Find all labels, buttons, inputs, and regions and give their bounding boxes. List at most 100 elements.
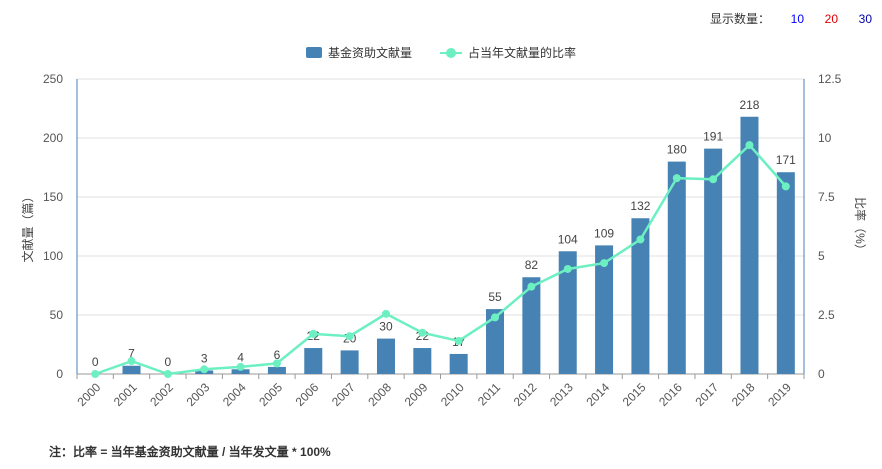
bar	[413, 348, 432, 374]
ratio-point	[636, 235, 645, 244]
bar	[631, 218, 650, 374]
ratio-point	[163, 370, 172, 378]
legend-label-ratio: 占当年文献量的比率	[468, 46, 577, 60]
y-tick-label: 150	[43, 190, 63, 204]
x-tick-label: 2019	[765, 380, 794, 409]
x-tick-label: 2013	[547, 380, 576, 409]
ratio-point	[418, 328, 427, 337]
bar-value-label: 132	[630, 199, 650, 213]
bar-value-label: 30	[379, 320, 393, 334]
bar-value-label: 0	[165, 355, 172, 369]
y-right-axis-title: 比率（%）	[853, 197, 868, 256]
x-tick-label: 2002	[147, 380, 176, 409]
x-tick-label: 2015	[620, 380, 649, 409]
y-right-tick-label: 7.5	[818, 190, 835, 204]
bar-value-label: 3	[201, 351, 208, 365]
bar-value-label: 104	[558, 232, 578, 246]
legend-item-funded-count[interactable]: 基金资助文献量	[305, 44, 412, 61]
legend-line-swatch-icon	[440, 47, 462, 58]
display-count-selector: 显示数量： 10 20 30	[710, 10, 872, 27]
bar-value-label: 191	[703, 130, 723, 144]
display-count-option-30[interactable]: 30	[858, 12, 872, 26]
y-right-tick-label: 12.5	[818, 72, 842, 86]
x-tick-label: 2012	[511, 380, 540, 409]
ratio-point	[672, 174, 681, 183]
y-tick-label: 50	[50, 308, 64, 322]
bar	[267, 366, 286, 374]
bar-value-label: 82	[525, 258, 539, 272]
x-tick-label: 2003	[184, 380, 213, 409]
display-count-option-10[interactable]: 10	[790, 12, 804, 26]
bar-value-label: 4	[237, 350, 244, 364]
ratio-point	[381, 309, 390, 318]
x-tick-label: 2017	[692, 380, 721, 409]
ratio-point	[236, 362, 245, 371]
bar	[122, 365, 141, 374]
y-right-tick-label: 0	[818, 367, 825, 381]
bar	[595, 245, 614, 374]
chart-legend: 基金资助文献量 占当年文献量的比率	[0, 44, 882, 61]
x-tick-label: 2016	[656, 380, 685, 409]
x-tick-label: 2010	[438, 380, 467, 409]
x-tick-label: 2001	[111, 380, 140, 409]
bar-value-label: 55	[488, 290, 502, 304]
bar	[704, 148, 723, 374]
y-tick-label: 200	[43, 131, 63, 145]
y-tick-label: 100	[43, 249, 63, 263]
bar-value-label: 218	[739, 98, 759, 112]
y-right-tick-label: 10	[818, 131, 832, 145]
bar-value-label: 6	[274, 348, 281, 362]
ratio-point	[309, 329, 318, 338]
legend-label-funded-count: 基金资助文献量	[327, 46, 412, 60]
ratio-point	[272, 359, 281, 368]
legend-item-ratio[interactable]: 占当年文献量的比率	[440, 44, 576, 61]
x-tick-label: 2004	[220, 380, 249, 409]
chart-footnote: 注：比率 = 当年基金资助文献量 / 当年发文量 * 100%	[49, 445, 331, 459]
bar	[522, 277, 541, 374]
x-tick-label: 2009	[402, 380, 431, 409]
ratio-point	[491, 313, 500, 322]
x-tick-label: 2006	[293, 380, 322, 409]
y-right-tick-label: 5	[818, 249, 825, 263]
ratio-point	[454, 336, 463, 345]
x-tick-label: 2018	[729, 380, 758, 409]
bar	[667, 161, 686, 374]
ratio-point	[600, 259, 609, 268]
ratio-point	[345, 332, 354, 341]
legend-bar-swatch-icon	[305, 47, 322, 58]
y-axis-title: 文献量（篇）	[20, 190, 35, 262]
bar	[558, 251, 577, 374]
ratio-point	[91, 370, 100, 378]
ratio-point	[709, 175, 718, 184]
x-tick-label: 2000	[75, 380, 104, 409]
bar-value-label: 171	[776, 153, 796, 167]
bar	[486, 309, 505, 374]
bar-value-label: 109	[594, 226, 614, 240]
ratio-point	[200, 365, 209, 374]
bar-value-label: 0	[92, 355, 99, 369]
bar-value-label: 180	[667, 143, 687, 157]
bar	[376, 338, 395, 374]
ratio-point	[781, 182, 790, 191]
bar	[304, 348, 323, 374]
bar	[340, 350, 359, 374]
ratio-point	[527, 282, 536, 291]
y-right-tick-label: 2.5	[818, 308, 835, 322]
bar-value-label: 7	[128, 347, 135, 361]
x-tick-label: 2005	[256, 380, 285, 409]
ratio-point	[127, 357, 136, 366]
x-tick-label: 2008	[365, 380, 394, 409]
display-count-option-20[interactable]: 20	[824, 12, 838, 26]
bar	[231, 369, 250, 374]
ratio-point	[745, 141, 754, 150]
display-count-label: 显示数量：	[709, 12, 770, 26]
bar	[449, 353, 468, 374]
bar	[740, 116, 759, 374]
ratio-point	[563, 264, 572, 273]
x-tick-label: 2007	[329, 380, 358, 409]
y-tick-label: 250	[43, 72, 63, 86]
x-tick-label: 2011	[475, 380, 503, 408]
y-tick-label: 0	[56, 367, 63, 381]
